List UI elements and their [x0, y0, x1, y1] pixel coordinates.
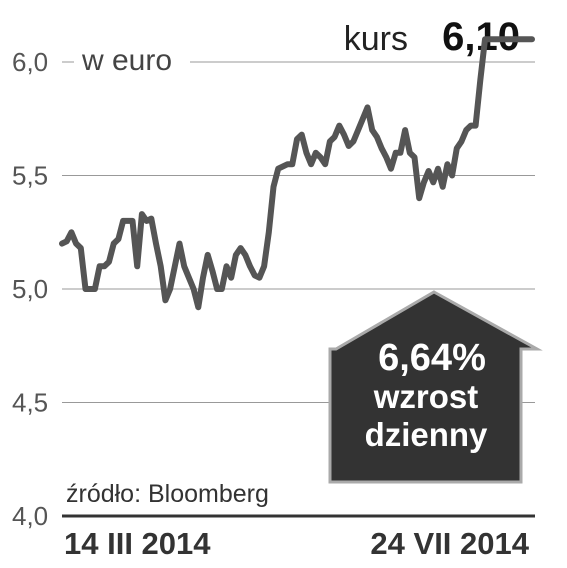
x-tick-label: 14 III 2014 — [64, 526, 211, 561]
y-tick-label: 6,0 — [12, 47, 48, 77]
up-arrow-icon — [328, 290, 543, 484]
series-group — [59, 36, 535, 311]
x-tick-label: 24 VII 2014 — [370, 526, 529, 561]
unit-label: w euro — [81, 44, 172, 77]
grid-lines — [62, 61, 535, 403]
y-tick-label: 4,0 — [12, 501, 48, 531]
y-axis-ticks: 6,0 5,5 5,0 4,5 4,0 — [12, 47, 48, 531]
source-label: źródło: Bloomberg — [66, 480, 269, 508]
badge-line1: wzrost — [373, 378, 479, 415]
x-axis-labels: 14 III 2014 24 VII 2014 — [64, 526, 530, 561]
y-tick-label: 4,5 — [12, 388, 48, 418]
y-tick-label: 5,5 — [12, 161, 48, 191]
badge-line2: dzienny — [365, 416, 488, 453]
y-tick-label: 5,0 — [12, 274, 48, 304]
badge-percent: 6,64% — [378, 337, 486, 379]
price-series-line — [59, 36, 535, 311]
daily-change-badge: 6,64% wzrost dzienny — [328, 290, 543, 484]
current-price-label: kurs — [344, 20, 408, 58]
